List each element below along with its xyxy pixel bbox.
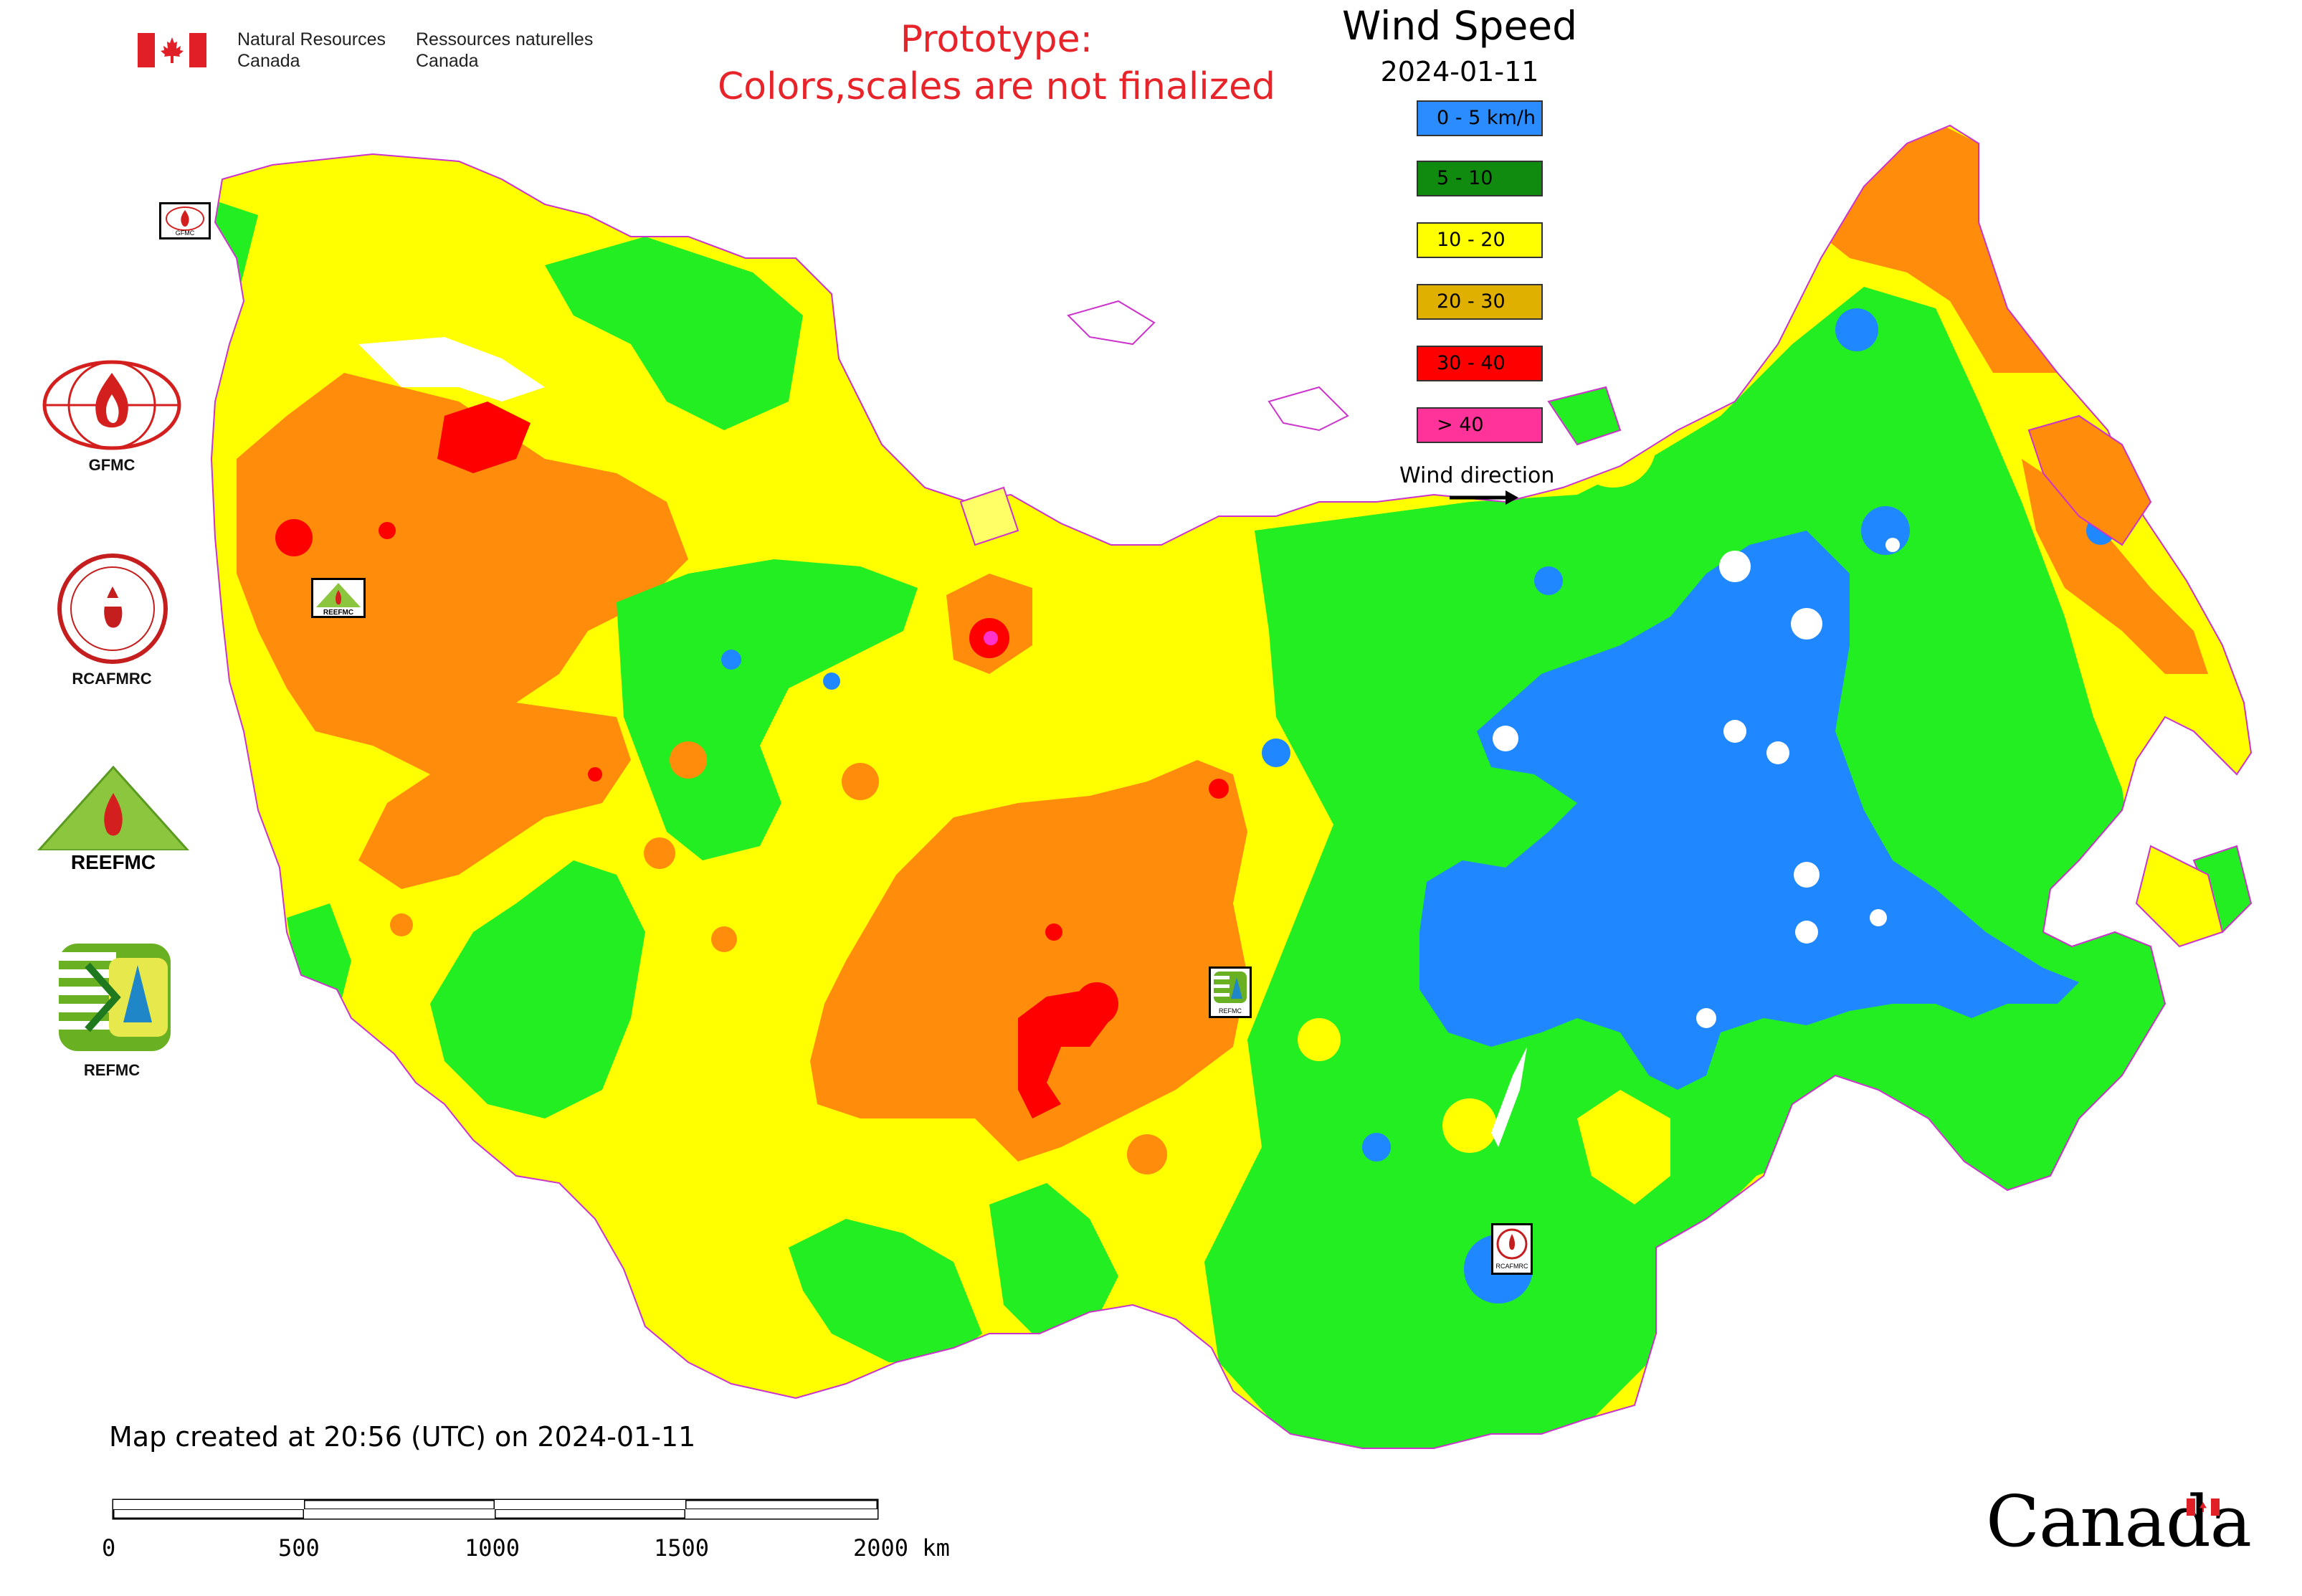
prototype-notice-line2: Colors,scales are not finalized [717, 65, 1276, 108]
rcafmrc-station-label: RCAFMRC [1496, 1263, 1528, 1270]
gfmc-station-label: GFMC [176, 229, 195, 237]
department-name-en-line2: Canada [237, 51, 300, 71]
legend-item-5-10: 5 - 10 [1417, 161, 1543, 196]
map-created-timestamp: Map created at 20:56 (UTC) on 2024-01-11 [109, 1421, 696, 1453]
scale-tick-500: 500 [278, 1534, 320, 1562]
wind-direction-arrow-icon [1450, 490, 1518, 505]
legend-label: 10 - 20 [1437, 229, 1506, 251]
legend-item-20-30: 20 - 30 [1417, 284, 1543, 320]
canada-wordmark: Canada [1986, 1481, 2252, 1563]
department-name-fr: Ressources naturelles Canada [416, 29, 593, 72]
legend-label: 20 - 30 [1437, 290, 1506, 313]
prototype-notice: Prototype: Colors,scales are not finaliz… [645, 16, 1348, 110]
prototype-notice-line1: Prototype: [900, 18, 1093, 61]
canada-wordmark-flag-icon [2187, 1498, 2220, 1516]
reefmc-logo-text: REEFMC [71, 851, 156, 872]
refmc-station-marker[interactable]: REFMC [1209, 966, 1252, 1018]
refmc-label: REFMC [83, 1061, 141, 1079]
scale-bar [112, 1498, 879, 1521]
legend-label: 30 - 40 [1437, 352, 1506, 374]
rcafmrc-station-marker[interactable]: RCAFMRC [1491, 1223, 1533, 1275]
department-name-en: Natural Resources Canada [237, 29, 386, 72]
legend-label: 0 - 5 km/h [1437, 107, 1536, 129]
canada-flag-icon [138, 33, 206, 67]
gfmc-logo-icon [42, 358, 182, 452]
gfmc-label: GFMC [88, 456, 135, 474]
scale-tick-0: 0 [102, 1534, 116, 1562]
department-name-fr-line1: Ressources naturelles [416, 29, 594, 49]
reefmc-logo-icon: REEFMC [36, 764, 191, 873]
refmc-station-label: REFMC [1219, 1007, 1242, 1015]
legend-item-over-40: > 40 [1417, 407, 1543, 443]
rcafmrc-logo-icon [56, 552, 169, 665]
legend-item-0-5: 0 - 5 km/h [1417, 100, 1543, 136]
department-name-fr-line2: Canada [416, 51, 479, 71]
gfmc-station-marker[interactable]: GFMC [159, 202, 211, 239]
legend-label: > 40 [1437, 414, 1484, 436]
reefmc-station-marker[interactable]: REEFMC [311, 578, 366, 618]
legend-label: 5 - 10 [1437, 167, 1493, 189]
wind-direction-label: Wind direction [1399, 463, 1555, 488]
legend-date: 2024-01-11 [1380, 56, 1539, 87]
scale-tick-2000: 2000 km [853, 1534, 950, 1562]
department-name-en-line1: Natural Resources [237, 29, 386, 49]
scale-tick-1500: 1500 [654, 1534, 710, 1562]
legend-title: Wind Speed [1341, 3, 1578, 49]
rcafmrc-label: RCAFMRC [72, 670, 152, 688]
legend-item-30-40: 30 - 40 [1417, 346, 1543, 381]
legend-item-10-20: 10 - 20 [1417, 222, 1543, 258]
scale-tick-1000: 1000 [465, 1534, 520, 1562]
scale-bar-graphic [112, 1498, 879, 1520]
refmc-logo-icon [59, 944, 171, 1051]
reefmc-station-label: REEFMC [323, 609, 353, 616]
